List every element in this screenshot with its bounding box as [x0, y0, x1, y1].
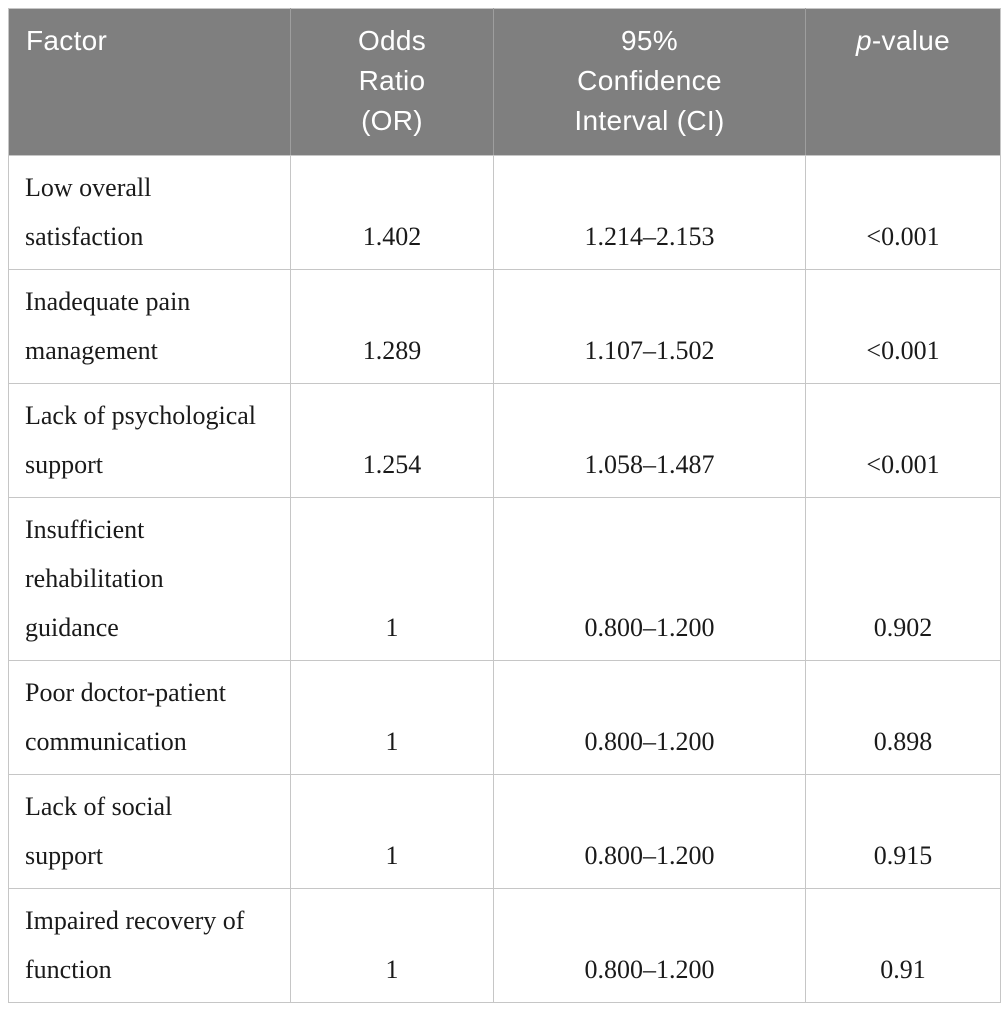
odds-ratio-cell: 1.289: [290, 269, 494, 384]
p-value-label-rest: -value: [871, 25, 950, 56]
table-row: Insufficient rehabilitation guidance 1 0…: [8, 497, 1001, 661]
p-value-cell: <0.001: [805, 155, 1001, 270]
factor-cell: Low overall satisfaction: [8, 155, 291, 270]
table-header-row: Factor Odds Ratio (OR) 95% Confidence In…: [8, 8, 1001, 156]
table-row: Low overall satisfaction 1.402 1.214–2.1…: [8, 155, 1001, 270]
table-row: Lack of psychological support 1.254 1.05…: [8, 383, 1001, 498]
confidence-interval-cell: 0.800–1.200: [493, 660, 806, 775]
factor-cell: Impaired recovery of function: [8, 888, 291, 1003]
odds-ratio-table: Factor Odds Ratio (OR) 95% Confidence In…: [8, 8, 1001, 1003]
p-value-italic-p: p: [856, 25, 872, 56]
confidence-interval-cell: 0.800–1.200: [493, 774, 806, 889]
p-value-cell: 0.91: [805, 888, 1001, 1003]
confidence-interval-cell: 1.058–1.487: [493, 383, 806, 498]
factor-cell: Lack of psychological support: [8, 383, 291, 498]
table-row: Poor doctor-patient communication 1 0.80…: [8, 660, 1001, 775]
p-value-cell: 0.898: [805, 660, 1001, 775]
table-row: Lack of social support 1 0.800–1.200 0.9…: [8, 774, 1001, 889]
column-header-confidence-interval: 95% Confidence Interval (CI): [493, 8, 806, 156]
odds-ratio-cell: 1: [290, 774, 494, 889]
factor-cell: Insufficient rehabilitation guidance: [8, 497, 291, 661]
table-row: Inadequate pain management 1.289 1.107–1…: [8, 269, 1001, 384]
p-value-cell: 0.902: [805, 497, 1001, 661]
confidence-interval-cell: 1.107–1.502: [493, 269, 806, 384]
confidence-interval-cell: 1.214–2.153: [493, 155, 806, 270]
p-value-cell: 0.915: [805, 774, 1001, 889]
factor-cell: Poor doctor-patient communication: [8, 660, 291, 775]
p-value-cell: <0.001: [805, 269, 1001, 384]
table-body: Low overall satisfaction 1.402 1.214–2.1…: [8, 155, 1001, 1003]
factor-cell: Inadequate pain management: [8, 269, 291, 384]
column-header-factor: Factor: [8, 8, 291, 156]
confidence-interval-cell: 0.800–1.200: [493, 888, 806, 1003]
column-header-p-value: p-value: [805, 8, 1001, 156]
odds-ratio-cell: 1: [290, 660, 494, 775]
column-header-odds-ratio: Odds Ratio (OR): [290, 8, 494, 156]
odds-ratio-cell: 1.402: [290, 155, 494, 270]
factor-cell: Lack of social support: [8, 774, 291, 889]
p-value-cell: <0.001: [805, 383, 1001, 498]
odds-ratio-cell: 1: [290, 888, 494, 1003]
table-row: Impaired recovery of function 1 0.800–1.…: [8, 888, 1001, 1003]
odds-ratio-cell: 1.254: [290, 383, 494, 498]
confidence-interval-cell: 0.800–1.200: [493, 497, 806, 661]
odds-ratio-cell: 1: [290, 497, 494, 661]
